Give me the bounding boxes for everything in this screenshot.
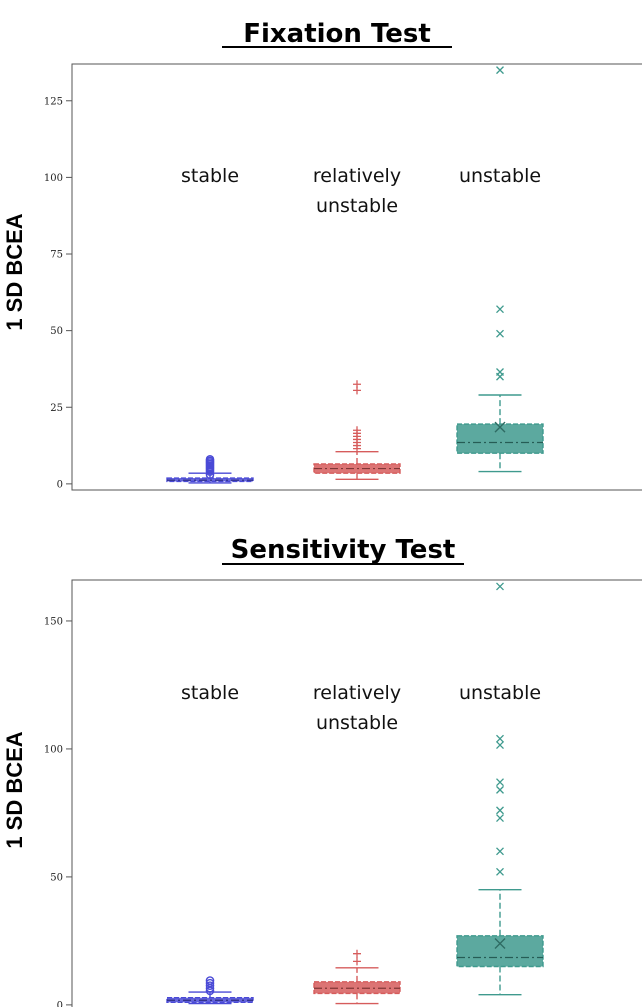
outlier-point bbox=[496, 734, 504, 743]
y-tick-label: 0 bbox=[57, 1000, 63, 1007]
group-label: unstable bbox=[459, 682, 541, 704]
outlier-point bbox=[496, 305, 504, 314]
y-axis-label: 1 SD BCEA bbox=[2, 731, 27, 848]
outlier-point bbox=[496, 806, 504, 815]
y-tick-label: 50 bbox=[50, 326, 63, 337]
outlier-point bbox=[205, 981, 215, 990]
y-tick-label: 25 bbox=[50, 403, 63, 414]
y-tick-label: 100 bbox=[44, 744, 63, 755]
y-tick-label: 150 bbox=[44, 616, 63, 627]
outlier-point bbox=[496, 582, 504, 591]
group-label: unstable bbox=[316, 712, 398, 734]
outlier-point bbox=[496, 778, 504, 787]
group-label: unstable bbox=[316, 195, 398, 217]
outlier-point bbox=[205, 976, 215, 985]
group-label: relatively bbox=[313, 682, 401, 704]
plot-area: 0 50 100 150 stable relatively unstable unstabl… bbox=[44, 582, 544, 1007]
outlier-point bbox=[205, 470, 215, 479]
group-label: stable bbox=[181, 165, 239, 187]
box bbox=[456, 935, 544, 968]
outlier-point bbox=[353, 380, 361, 389]
outlier-point bbox=[205, 455, 215, 464]
outlier-point bbox=[353, 949, 361, 958]
outlier-point bbox=[496, 368, 504, 376]
outlier-point bbox=[496, 867, 504, 876]
y-axis-label: 1 SD BCEA bbox=[2, 213, 27, 330]
chart-title: Sensitivity Test bbox=[231, 535, 456, 565]
group-label: relatively bbox=[313, 165, 401, 187]
y-tick-label: 50 bbox=[50, 872, 63, 883]
plot-frame bbox=[71, 63, 642, 491]
outlier-point bbox=[205, 467, 215, 476]
outlier-point bbox=[496, 785, 504, 794]
outlier-point bbox=[205, 986, 215, 996]
group-label: unstable bbox=[459, 165, 541, 187]
chart-title: Fixation Test bbox=[243, 19, 431, 49]
outlier-point bbox=[496, 66, 504, 75]
y-tick-label: 0 bbox=[57, 479, 63, 490]
box bbox=[313, 981, 401, 995]
mean-marker bbox=[494, 421, 506, 433]
outlier-point bbox=[496, 847, 504, 856]
outlier-point bbox=[496, 741, 504, 750]
outlier-point bbox=[353, 957, 361, 966]
outlier-point bbox=[353, 426, 361, 435]
outlier-point bbox=[496, 814, 504, 822]
panel-sensitivity: Sensitivity Test 1 SD BCEA 0 50 100 150 stab… bbox=[2, 535, 642, 1007]
mean-marker bbox=[494, 937, 506, 949]
y-tick-label: 125 bbox=[44, 96, 63, 107]
plot-frame bbox=[71, 579, 642, 1007]
outlier-point bbox=[496, 329, 504, 338]
group-label: stable bbox=[181, 682, 239, 704]
box bbox=[456, 423, 544, 454]
y-tick-label: 75 bbox=[50, 250, 63, 261]
y-tick-label: 100 bbox=[44, 173, 63, 184]
panel-fixation: Fixation Test 1 SD BCEA 0 25 50 75 100 125 sta… bbox=[2, 19, 642, 491]
plot-area: 0 25 50 75 100 125 stable relatively unstable uns… bbox=[44, 66, 544, 490]
